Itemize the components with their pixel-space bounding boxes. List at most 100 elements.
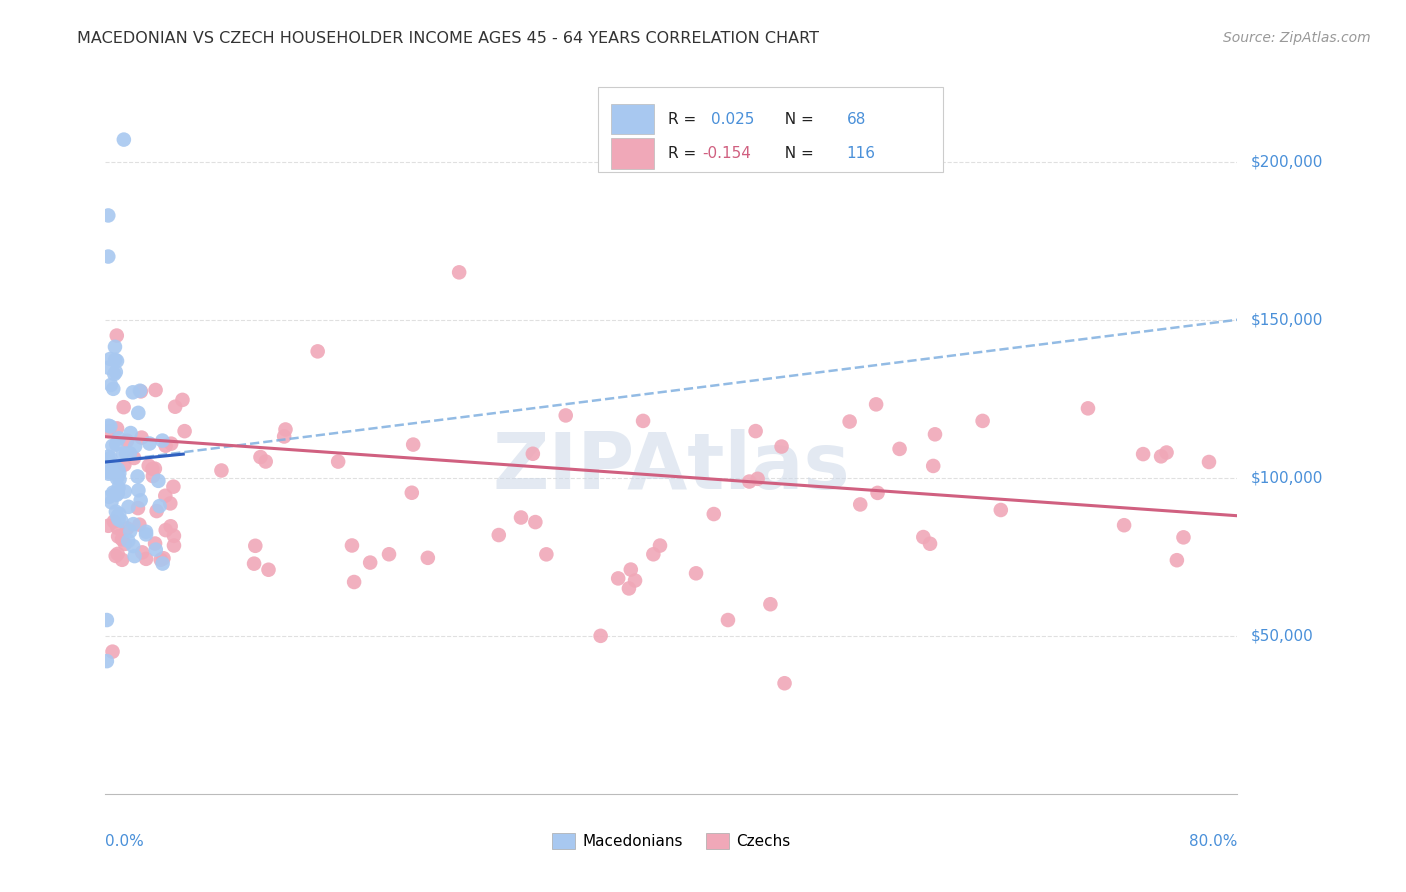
Point	[98, 455, 121, 469]
Point	[838, 415, 860, 429]
Point	[274, 422, 297, 436]
Point	[105, 328, 128, 343]
Point	[105, 437, 128, 451]
Point	[107, 486, 129, 500]
Point	[97, 424, 120, 438]
Point	[1077, 401, 1099, 416]
Point	[111, 447, 134, 461]
Point	[922, 458, 945, 473]
Point	[155, 439, 177, 453]
Point	[97, 360, 120, 375]
Point	[138, 458, 160, 473]
Point	[135, 527, 157, 541]
Point	[155, 523, 177, 537]
Point	[889, 442, 911, 456]
Text: R =: R =	[668, 112, 702, 127]
Point	[340, 539, 363, 553]
Point	[127, 469, 149, 483]
Point	[307, 344, 329, 359]
Point	[243, 557, 266, 571]
Point	[128, 517, 150, 532]
Point	[129, 384, 152, 399]
Point	[107, 521, 129, 535]
Point	[97, 450, 120, 464]
Point	[273, 429, 295, 443]
Text: 0.025: 0.025	[711, 112, 755, 127]
Point	[98, 490, 121, 504]
Point	[617, 582, 640, 596]
Point	[97, 467, 120, 481]
Point	[1150, 450, 1173, 464]
Point	[142, 469, 165, 483]
Point	[98, 351, 121, 366]
Point	[107, 529, 129, 543]
Point	[96, 654, 118, 668]
Point	[105, 421, 128, 435]
Point	[524, 515, 547, 529]
Point	[104, 340, 127, 354]
Point	[122, 385, 145, 400]
Bar	[612, 103, 654, 135]
Point	[163, 539, 186, 553]
Point	[152, 557, 174, 571]
Point	[107, 462, 129, 476]
Point	[328, 454, 350, 468]
Point	[107, 509, 129, 524]
Point	[101, 645, 124, 659]
Point	[108, 466, 131, 480]
Point	[624, 574, 647, 588]
Point	[145, 504, 167, 518]
Point	[402, 437, 425, 451]
Legend: Macedonians, Czechs: Macedonians, Czechs	[546, 827, 797, 855]
Point	[111, 553, 134, 567]
Point	[108, 472, 131, 486]
Point	[1173, 530, 1195, 544]
Text: Source: ZipAtlas.com: Source: ZipAtlas.com	[1223, 31, 1371, 45]
Point	[117, 500, 139, 514]
Point	[127, 406, 149, 420]
Point	[918, 537, 941, 551]
Point	[747, 472, 769, 486]
Point	[104, 352, 127, 367]
Point	[111, 533, 134, 547]
Point	[536, 547, 558, 561]
Point	[112, 458, 135, 472]
Point	[152, 434, 174, 448]
Point	[1114, 518, 1136, 533]
Point	[98, 419, 121, 434]
Point	[744, 424, 766, 438]
Point	[165, 400, 187, 414]
Point	[97, 518, 120, 533]
Point	[1132, 447, 1154, 461]
Point	[1198, 455, 1220, 469]
Point	[554, 409, 576, 423]
Point	[924, 427, 946, 442]
Point	[703, 507, 725, 521]
Point	[631, 414, 654, 428]
Point	[104, 549, 127, 563]
Point	[124, 549, 146, 563]
Point	[101, 485, 124, 500]
Point	[359, 556, 381, 570]
Point	[972, 414, 994, 428]
Point	[97, 250, 120, 264]
Text: $150,000: $150,000	[1251, 312, 1323, 327]
Point	[115, 434, 138, 448]
Point	[120, 524, 142, 539]
Point	[990, 503, 1012, 517]
Point	[104, 505, 127, 519]
Point	[103, 367, 125, 381]
Text: 0.0%: 0.0%	[105, 834, 145, 849]
Bar	[612, 138, 654, 169]
Point	[866, 486, 889, 500]
Point	[143, 461, 166, 475]
Text: N =: N =	[776, 146, 820, 161]
Point	[401, 485, 423, 500]
Text: ZIPAtlas: ZIPAtlas	[492, 429, 851, 505]
Point	[510, 510, 533, 524]
Text: 80.0%: 80.0%	[1189, 834, 1237, 849]
Point	[124, 439, 146, 453]
Point	[108, 507, 131, 521]
Point	[135, 524, 157, 539]
Point	[245, 539, 267, 553]
